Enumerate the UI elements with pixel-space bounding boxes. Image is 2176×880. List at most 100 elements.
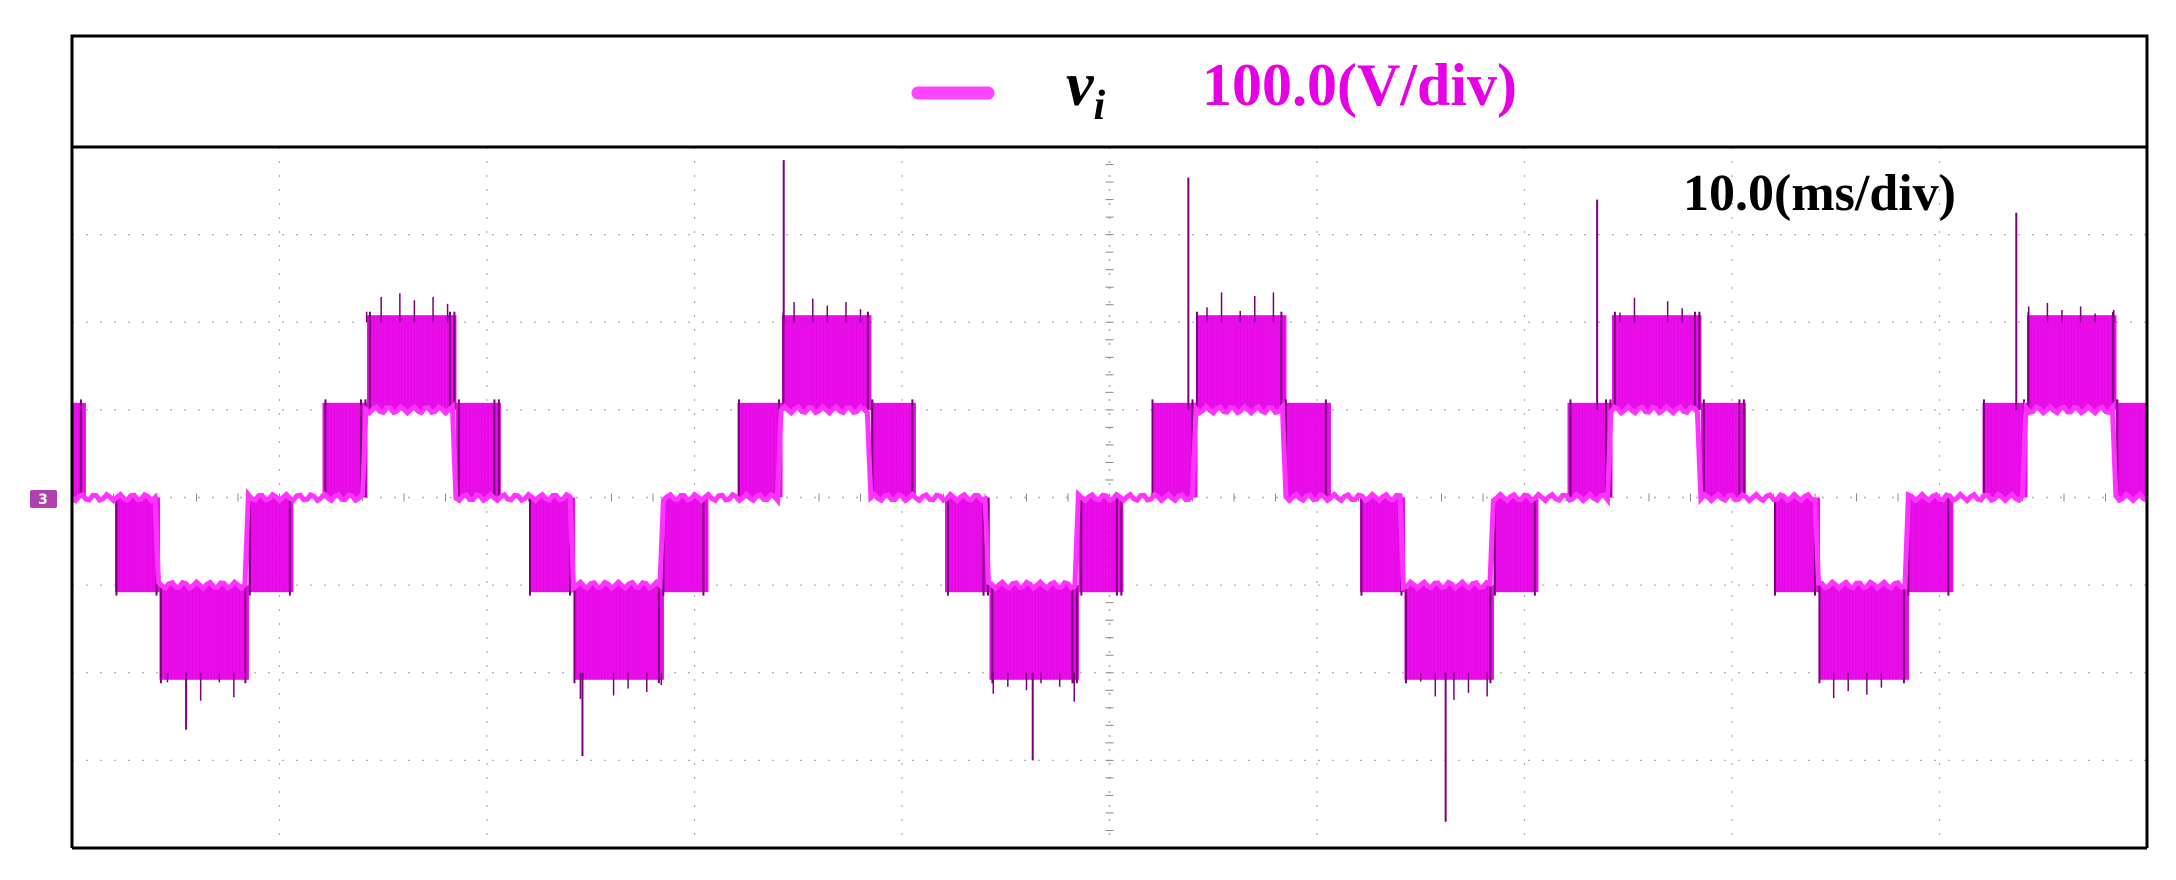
switching-band xyxy=(1116,497,1119,593)
switching-band xyxy=(587,585,590,680)
switching-band xyxy=(1085,497,1088,593)
switching-band xyxy=(119,497,122,593)
switching-band xyxy=(610,585,613,680)
switching-band xyxy=(1933,497,1936,593)
switching-band xyxy=(789,315,792,410)
switching-band xyxy=(1862,585,1865,680)
switching-band xyxy=(1447,585,1450,680)
switching-band xyxy=(977,497,980,593)
switching-band xyxy=(1659,315,1662,410)
switching-band xyxy=(755,402,758,498)
switching-band xyxy=(1483,585,1486,680)
switching-band xyxy=(2093,315,2096,410)
switching-band xyxy=(1800,497,1803,593)
switching-band xyxy=(1523,497,1526,593)
switching-band xyxy=(270,497,273,593)
switching-band xyxy=(2139,402,2142,498)
switching-band xyxy=(793,315,796,410)
switching-band xyxy=(2138,402,2141,498)
switching-band xyxy=(562,497,565,593)
switching-band xyxy=(1985,402,1988,498)
switching-band xyxy=(820,315,823,410)
switching-band xyxy=(177,585,180,680)
switching-band xyxy=(667,497,670,593)
switching-band xyxy=(669,497,672,593)
switching-band xyxy=(1100,497,1103,593)
switching-band xyxy=(238,585,241,680)
switching-band xyxy=(125,497,128,593)
switching-band xyxy=(184,585,187,680)
switching-band xyxy=(639,585,642,680)
switching-band xyxy=(245,585,248,680)
switching-band xyxy=(2086,315,2089,410)
switching-band xyxy=(1027,585,1031,680)
switching-band xyxy=(1097,497,1100,593)
switching-band xyxy=(623,585,626,680)
switching-band xyxy=(286,497,289,593)
switching-band xyxy=(381,315,384,410)
switching-band xyxy=(1454,585,1457,680)
switching-band xyxy=(430,315,433,410)
switching-band xyxy=(332,402,335,498)
switching-band xyxy=(1849,585,1852,680)
switching-band xyxy=(771,402,774,498)
switching-band xyxy=(767,402,770,498)
switching-band xyxy=(1388,497,1391,593)
switching-band xyxy=(1841,585,1844,680)
switching-band xyxy=(1671,315,1674,410)
switching-band xyxy=(1153,402,1157,498)
switching-band xyxy=(1176,402,1179,498)
switching-band xyxy=(1828,585,1831,680)
switching-band xyxy=(406,315,410,410)
switching-band xyxy=(1471,585,1474,680)
switching-band xyxy=(1477,585,1480,680)
switching-band xyxy=(1256,315,1259,410)
switching-band xyxy=(1090,497,1093,593)
switching-band xyxy=(2084,315,2087,410)
switching-band xyxy=(976,497,979,593)
switching-band xyxy=(1631,315,1634,410)
switching-band xyxy=(584,585,587,680)
switching-band xyxy=(1920,497,1923,593)
switching-band xyxy=(2095,315,2098,410)
switching-band xyxy=(1829,585,1832,680)
switching-band xyxy=(1616,315,1619,410)
switching-band xyxy=(211,585,214,680)
switching-band xyxy=(1033,585,1036,680)
switching-band xyxy=(1259,315,1262,410)
switching-band xyxy=(1373,497,1376,593)
switching-band xyxy=(1285,402,1288,498)
switching-band xyxy=(1103,497,1106,593)
switching-band xyxy=(835,315,838,410)
switching-band xyxy=(1459,585,1462,680)
switching-band xyxy=(684,497,687,593)
switching-band xyxy=(2087,315,2090,410)
switching-band xyxy=(907,402,911,498)
switching-band xyxy=(2028,315,2031,410)
switching-band xyxy=(1691,315,1695,410)
switching-band xyxy=(285,497,288,593)
switching-band xyxy=(947,497,951,593)
switching-band xyxy=(630,585,633,680)
switching-band xyxy=(598,585,601,680)
switching-band xyxy=(638,585,641,680)
switching-band xyxy=(1367,497,1370,593)
switching-band xyxy=(1573,402,1576,498)
switching-band xyxy=(137,497,140,593)
switching-band xyxy=(1469,585,1472,680)
switching-band xyxy=(655,585,659,680)
switching-band xyxy=(583,585,586,680)
switching-band xyxy=(1694,315,1698,410)
switching-band xyxy=(2114,315,2117,410)
switching-band xyxy=(648,585,651,680)
switching-band xyxy=(1376,497,1379,593)
switching-band xyxy=(192,585,195,680)
switching-band xyxy=(1809,497,1812,593)
switching-band xyxy=(1057,585,1060,680)
switching-band xyxy=(426,315,429,410)
switching-band xyxy=(463,402,466,498)
switching-band xyxy=(1364,497,1367,593)
switching-band xyxy=(1520,497,1523,593)
switching-band xyxy=(1257,315,1260,410)
switching-band xyxy=(2029,315,2032,410)
